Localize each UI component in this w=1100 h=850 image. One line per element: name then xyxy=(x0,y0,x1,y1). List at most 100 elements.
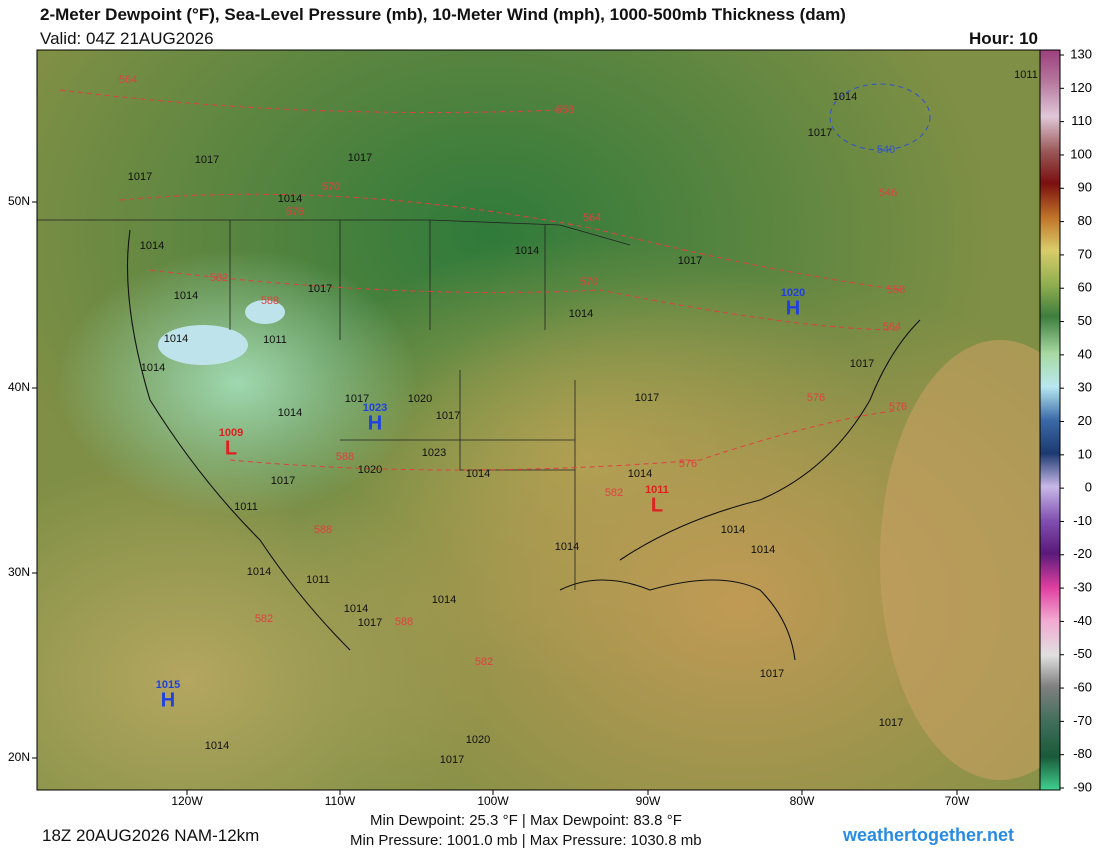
pressure-label: 1011 xyxy=(234,501,258,513)
thickness-label: 570 xyxy=(322,181,340,193)
colorbar-label: 110 xyxy=(1071,113,1092,128)
thickness-label: 564 xyxy=(883,321,901,333)
colorbar-label: 50 xyxy=(1078,313,1092,328)
thickness-label: 582 xyxy=(605,487,623,499)
pressure-label: 1014 xyxy=(721,524,745,536)
lat-label: 30N xyxy=(8,565,30,579)
pressure-label: 1017 xyxy=(271,475,295,487)
colorbar-label: -30 xyxy=(1073,580,1092,595)
center-value: 1020 xyxy=(781,287,805,299)
thickness-label: 558 xyxy=(556,104,574,116)
thickness-label: 564 xyxy=(583,212,601,224)
pressure-label: 1011 xyxy=(263,334,287,346)
pressure-label: 1014 xyxy=(344,603,368,615)
pressure-label: 1020 xyxy=(466,734,490,746)
pressure-label: 1014 xyxy=(164,333,188,345)
ocean-moisture xyxy=(880,340,1040,780)
pressure-label: 1014 xyxy=(278,407,302,419)
thickness-label: 576 xyxy=(679,458,697,470)
center-value: 1015 xyxy=(156,679,180,691)
pressure-label: 1020 xyxy=(358,464,382,476)
moisture-shading xyxy=(37,50,1040,790)
pressure-label: 1017 xyxy=(345,393,369,405)
colorbar xyxy=(1039,49,1061,791)
pressure-label: 1017 xyxy=(678,255,702,267)
lon-label: 100W xyxy=(477,794,509,808)
dry-area xyxy=(158,325,248,365)
thickness-label: 588 xyxy=(261,295,279,307)
center-value: 1011 xyxy=(645,484,669,496)
colorbar-label: 100 xyxy=(1070,146,1092,161)
thickness-label: 582 xyxy=(210,272,228,284)
model-run: 18Z 20AUG2026 NAM-12km xyxy=(42,826,260,845)
pressure-label: 1014 xyxy=(432,594,456,606)
pressure-label: 1014 xyxy=(555,541,579,553)
pressure-label: 1017 xyxy=(635,392,659,404)
thickness-label: 570 xyxy=(580,276,598,288)
colorbar-label: 30 xyxy=(1078,380,1092,395)
colorbar-label: -40 xyxy=(1073,613,1092,628)
borders xyxy=(37,219,631,590)
pressure-label: 1014 xyxy=(278,193,302,205)
colorbar-label: 10 xyxy=(1078,446,1092,461)
colorbar-label: 70 xyxy=(1078,246,1092,261)
pressure-label: 1014 xyxy=(140,240,164,252)
pressure-label: 1017 xyxy=(436,410,460,422)
pressure-label: 1017 xyxy=(308,283,332,295)
lon-label: 70W xyxy=(945,794,970,808)
forecast-hour: Hour: 10 xyxy=(969,29,1038,48)
dry-area xyxy=(245,300,285,324)
colorbar-label: 0 xyxy=(1085,480,1092,495)
colorbar-label: 60 xyxy=(1078,280,1092,295)
center-symbol: H xyxy=(161,689,175,711)
colorbar-label: 80 xyxy=(1078,213,1092,228)
pressure-label: 1014 xyxy=(247,566,271,578)
thickness-label: 546 xyxy=(879,187,897,199)
colorbar-label: -70 xyxy=(1073,713,1092,728)
pressure-label: 1014 xyxy=(833,91,857,103)
center-symbol: H xyxy=(368,412,382,434)
colorbar-label: -20 xyxy=(1073,546,1092,561)
pressure-label: 1017 xyxy=(348,152,372,164)
thickness-label: 576 xyxy=(807,392,825,404)
coastline xyxy=(127,229,921,661)
center-value: 1023 xyxy=(363,402,387,414)
thickness-label: 558 xyxy=(887,284,905,296)
site-link[interactable]: weathertogether.net xyxy=(843,825,1015,845)
pressure-label: 1011 xyxy=(306,574,330,586)
lon-label: 110W xyxy=(325,794,356,808)
thickness-label: 540 xyxy=(877,144,895,156)
center-symbol: L xyxy=(651,494,663,516)
center-value: 1009 xyxy=(219,427,243,439)
pressure-label: 1017 xyxy=(808,127,832,139)
thickness-label: 582 xyxy=(255,613,273,625)
colorbar-label: 120 xyxy=(1070,80,1092,95)
thickness-label: 564 xyxy=(119,74,137,86)
pressure-label: 1017 xyxy=(879,717,903,729)
pressure-label: 1014 xyxy=(515,245,539,257)
colorbar-label: 40 xyxy=(1078,346,1092,361)
pressure-label: 1014 xyxy=(174,290,198,302)
dewpoint-range: Min Dewpoint: 25.3 °F | Max Dewpoint: 83… xyxy=(370,812,682,829)
center-symbol: L xyxy=(225,437,237,459)
pressure-label: 1017 xyxy=(760,668,784,680)
pressure-label: 1014 xyxy=(751,544,775,556)
pressure-label: 1017 xyxy=(440,754,464,766)
pressure-label: 1017 xyxy=(128,171,152,183)
colorbar-label: 90 xyxy=(1078,180,1092,195)
lon-label: 120W xyxy=(171,794,203,808)
colorbar-label: -60 xyxy=(1073,679,1092,694)
colorbar-label: -80 xyxy=(1073,746,1092,761)
pressure-label: 1014 xyxy=(569,308,593,320)
lon-label: 90W xyxy=(636,794,661,808)
valid-time: Valid: 04Z 21AUG2026 xyxy=(40,29,214,48)
pressure-label: 1017 xyxy=(195,154,219,166)
title: 2-Meter Dewpoint (°F), Sea-Level Pressur… xyxy=(40,5,846,24)
lon-label: 80W xyxy=(790,794,815,808)
colorbar-label: -90 xyxy=(1073,779,1092,794)
thickness-label: 588 xyxy=(395,616,413,628)
center-symbol: H xyxy=(786,297,800,319)
colorbar-label: 20 xyxy=(1078,413,1092,428)
